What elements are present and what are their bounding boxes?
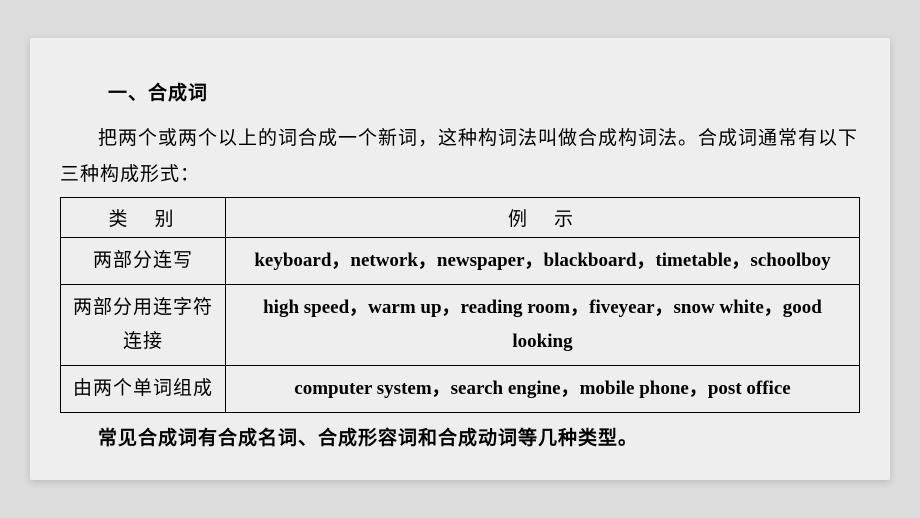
header-category: 类 别	[61, 197, 226, 237]
table-header-row: 类 别 例 示	[61, 197, 860, 237]
header-example: 例 示	[226, 197, 860, 237]
intro-paragraph: 把两个或两个以上的词合成一个新词，这种构词法叫做合成构词法。合成词通常有以下三种…	[60, 121, 860, 193]
table-row: 两部分连写 keyboard，network，newspaper，blackbo…	[61, 237, 860, 284]
row-label: 由两个单词组成	[61, 366, 226, 413]
section-heading: 一、合成词	[108, 78, 860, 105]
document-page: 一、合成词 把两个或两个以上的词合成一个新词，这种构词法叫做合成构词法。合成词通…	[30, 38, 890, 481]
row-example: keyboard，network，newspaper，blackboard，ti…	[226, 237, 860, 284]
row-example: computer system，search engine，mobile pho…	[226, 366, 860, 413]
footer-note: 常见合成词有合成名词、合成形容词和合成动词等几种类型。	[60, 423, 860, 450]
table-row: 两部分用连字符连接 high speed，warm up，reading roo…	[61, 284, 860, 365]
row-example: high speed，warm up，reading room，fiveyear…	[226, 284, 860, 365]
compound-word-table: 类 别 例 示 两部分连写 keyboard，network，newspaper…	[60, 197, 860, 414]
row-label: 两部分连写	[61, 237, 226, 284]
row-label: 两部分用连字符连接	[61, 284, 226, 365]
table-row: 由两个单词组成 computer system，search engine，mo…	[61, 366, 860, 413]
